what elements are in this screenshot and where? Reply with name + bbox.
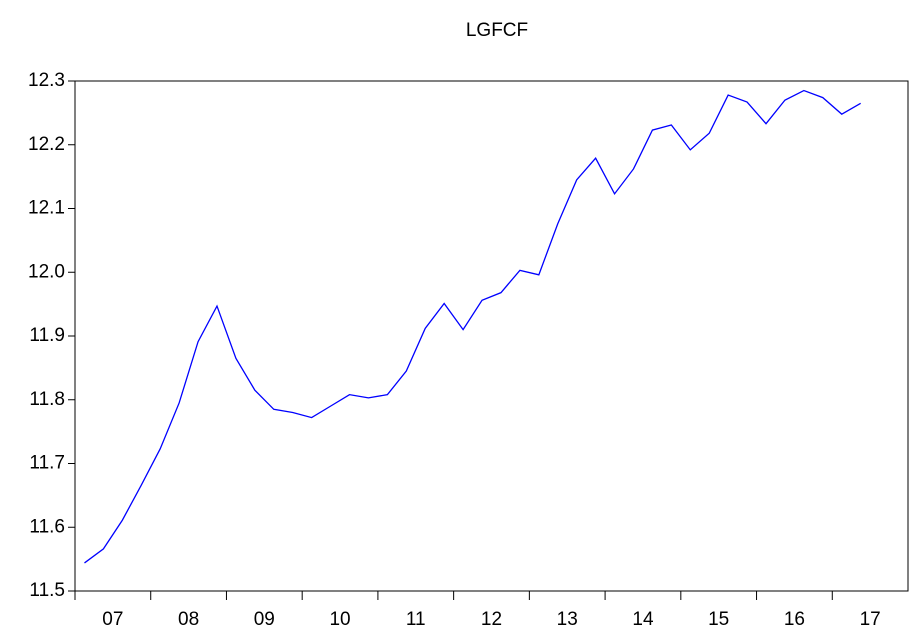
series-line (84, 89, 861, 564)
x-tick-label: 09 (254, 609, 275, 630)
y-tick-label: 12.0 (28, 261, 65, 282)
y-tick-label: 11.7 (29, 453, 65, 474)
y-tick-label: 11.9 (29, 325, 65, 346)
plot-frame (74, 80, 909, 592)
x-tick-label: 10 (329, 609, 350, 630)
y-tick-label: 12.2 (28, 134, 65, 155)
x-tick-label: 12 (481, 609, 502, 630)
y-tick-label: 11.6 (29, 516, 65, 537)
y-tick-label: 11.8 (29, 389, 65, 410)
x-tick-label: 07 (102, 609, 123, 630)
x-tick-label: 11 (406, 609, 426, 630)
x-tick-label: 08 (178, 609, 199, 630)
y-tick-label: 11.5 (29, 580, 65, 601)
x-tick-label: 13 (557, 609, 578, 630)
x-tick-label: 15 (708, 609, 729, 630)
y-tick-label: 12.1 (28, 198, 65, 219)
x-tick-label: 16 (784, 609, 805, 630)
y-tick-label: 12.3 (28, 70, 65, 91)
x-tick-label: 14 (632, 609, 654, 630)
chart-title: LGFCF (466, 20, 528, 41)
x-tick-label: 17 (860, 609, 881, 630)
